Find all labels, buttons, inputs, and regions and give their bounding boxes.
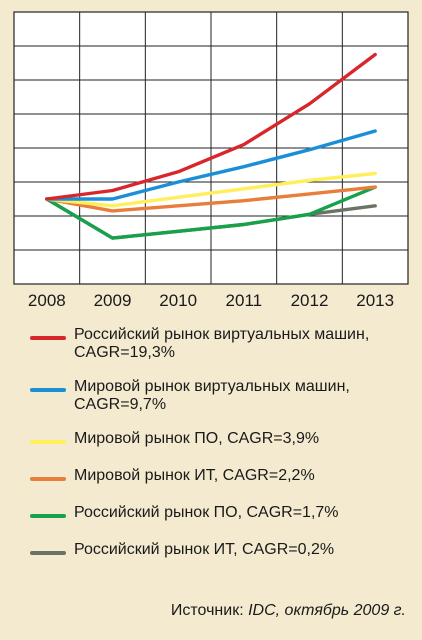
- x-tick-label: 2010: [159, 291, 197, 310]
- series-line: [45, 52, 377, 201]
- x-tick-label: 2011: [226, 291, 263, 310]
- series-line: [45, 185, 377, 213]
- source-prefix: Источник:: [170, 602, 249, 619]
- legend: Российский рынок виртуальных машин, CAGR…: [0, 326, 422, 578]
- legend-item: Российский рынок ПО, CAGR=1,7%: [0, 504, 422, 541]
- legend-label: Мировой рынок ПО, CAGR=3,9%: [74, 430, 320, 447]
- series-line: [45, 171, 377, 208]
- legend-swatch: [30, 388, 66, 392]
- legend-swatch: [30, 477, 66, 481]
- legend-item: Мировой рынок виртуальных машин, CAGR=9,…: [0, 378, 422, 430]
- legend-label: Мировой рынок виртуальных машин, CAGR=9,…: [74, 378, 350, 413]
- legend-item: Мировой рынок ПО, CAGR=3,9%: [0, 430, 422, 467]
- legend-item: Мировой рынок ИТ, CAGR=2,2%: [0, 467, 422, 504]
- legend-item: Российский рынок виртуальных машин, CAGR…: [0, 326, 422, 378]
- x-tick-label: 2012: [291, 291, 329, 310]
- legend-label: Российский рынок виртуальных машин, CAGR…: [74, 326, 370, 361]
- x-tick-label: 2009: [94, 291, 132, 310]
- legend-label: Российский рынок ПО, CAGR=1,7%: [74, 504, 339, 521]
- legend-swatch: [30, 551, 66, 555]
- chart-svg: 2008 2009 2010 2011 2012 2013: [13, 11, 409, 310]
- legend-item: Российский рынок ИТ, CAGR=0,2%: [0, 541, 422, 578]
- legend-swatch: [30, 440, 66, 444]
- legend-label: Российский рынок ИТ, CAGR=0,2%: [74, 541, 335, 558]
- x-tick-label: 2013: [356, 291, 394, 310]
- chart: 2008 2009 2010 2011 2012 2013: [13, 11, 409, 310]
- source-note: Источник: IDC, октябрь 2009 г.: [171, 602, 406, 620]
- legend-swatch: [30, 514, 66, 518]
- x-tick-label: 2008: [28, 291, 66, 310]
- series-line: [45, 129, 377, 201]
- source-name: IDC, октябрь 2009 г.: [248, 602, 406, 619]
- legend-label: Мировой рынок ИТ, CAGR=2,2%: [74, 467, 315, 484]
- series-line: [45, 185, 377, 240]
- legend-swatch: [30, 336, 66, 340]
